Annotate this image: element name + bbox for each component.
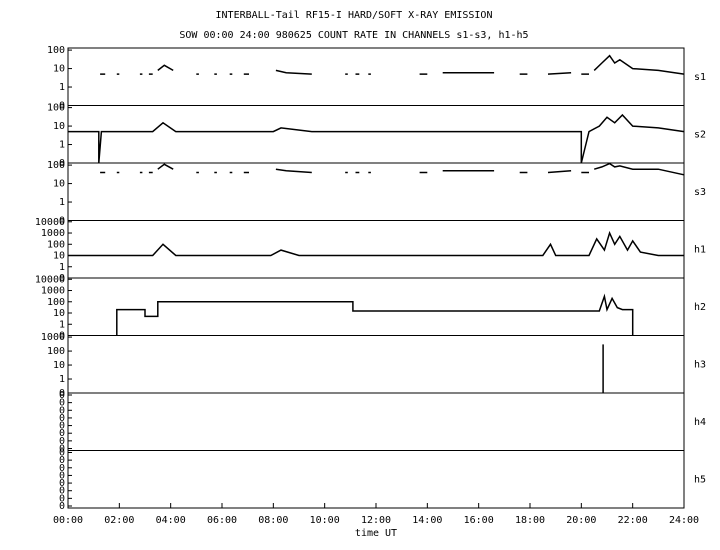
signal-line <box>68 113 685 164</box>
x-axis-label: time UT <box>355 528 397 539</box>
y-tick-label: 0 <box>59 486 65 497</box>
y-tick-label: 1 <box>59 319 65 330</box>
y-tick-label: 100 <box>47 346 65 357</box>
x-tick-label: 04:00 <box>156 515 186 526</box>
x-tick-label: 10:00 <box>310 515 340 526</box>
y-tick-label: 0 <box>59 444 65 455</box>
y-tick-label: 1 <box>59 140 65 151</box>
y-tick-label: 10 <box>53 360 65 371</box>
x-tick-label: 02:00 <box>104 515 134 526</box>
y-tick-label: 0 <box>59 398 65 409</box>
y-tick-label: 0 <box>59 501 65 512</box>
y-tick-label: 0 <box>59 273 65 284</box>
y-tick-label: 0 <box>59 413 65 424</box>
y-tick-label: 0 <box>59 331 65 342</box>
y-tick-label: 1000 <box>41 228 65 239</box>
x-tick-label: 08:00 <box>258 515 288 526</box>
y-tick-label: 10000 <box>35 217 65 228</box>
y-tick-label: 10 <box>53 251 65 262</box>
y-tick-label: 0 <box>59 448 65 459</box>
y-tick-label: 0 <box>59 455 65 466</box>
panel-label: h1 <box>694 244 706 255</box>
y-tick-label: 1 <box>59 374 65 385</box>
y-tick-label: 1 <box>59 197 65 208</box>
y-tick-label: 0 <box>59 470 65 481</box>
y-tick-label: 0 <box>59 158 65 169</box>
y-tick-label: 0 <box>59 216 65 227</box>
signal-line <box>116 293 634 336</box>
y-tick-label: 10 <box>53 308 65 319</box>
y-tick-label: 1000 <box>41 286 65 297</box>
x-tick-label: 22:00 <box>618 515 648 526</box>
panel-label: s3 <box>694 187 706 198</box>
x-tick-label: 18:00 <box>515 515 545 526</box>
y-tick-label: 1 <box>59 262 65 273</box>
panel-label: h3 <box>694 359 706 370</box>
y-tick-label: 0 <box>59 388 65 399</box>
y-tick-label: 0 <box>59 390 65 401</box>
y-tick-label: 0 <box>59 101 65 112</box>
y-tick-label: 10 <box>53 64 65 75</box>
panel-label: h4 <box>694 417 706 428</box>
y-tick-label: 100 <box>47 297 65 308</box>
y-tick-label: 100 <box>47 45 65 56</box>
y-tick-label: 0 <box>59 436 65 447</box>
y-tick-label: 0 <box>59 405 65 416</box>
x-tick-label: 12:00 <box>361 515 391 526</box>
x-tick-label: 00:00 <box>53 515 83 526</box>
chart-subtitle: SOW 00:00 24:00 980625 COUNT RATE IN CHA… <box>179 30 528 41</box>
y-tick-label: 10 <box>53 179 65 190</box>
panel-label: h2 <box>694 302 706 313</box>
y-tick-label: 1000 <box>41 332 65 343</box>
y-tick-label: 0 <box>59 428 65 439</box>
x-tick-label: 16:00 <box>464 515 494 526</box>
y-tick-label: 0 <box>59 463 65 474</box>
x-tick-label: 20:00 <box>566 515 596 526</box>
signal-line <box>100 162 685 176</box>
x-tick-label: 24:00 <box>669 515 699 526</box>
signal-line <box>100 54 685 75</box>
y-tick-label: 1 <box>59 82 65 93</box>
x-tick-label: 14:00 <box>412 515 442 526</box>
signal-line <box>68 230 684 257</box>
x-tick-label: 06:00 <box>207 515 237 526</box>
y-tick-label: 10000 <box>35 274 65 285</box>
y-tick-label: 0 <box>59 493 65 504</box>
panel-label: h5 <box>694 474 706 485</box>
y-tick-label: 0 <box>59 478 65 489</box>
panel-label: s1 <box>694 72 706 83</box>
chart-title: INTERBALL-Tail RF15-I HARD/SOFT X-RAY EM… <box>216 10 493 21</box>
y-tick-label: 100 <box>47 239 65 250</box>
y-tick-label: 0 <box>59 421 65 432</box>
panel-label: s2 <box>694 129 706 140</box>
y-tick-label: 10 <box>53 121 65 132</box>
y-tick-label: 100 <box>47 160 65 171</box>
y-tick-label: 100 <box>47 103 65 114</box>
